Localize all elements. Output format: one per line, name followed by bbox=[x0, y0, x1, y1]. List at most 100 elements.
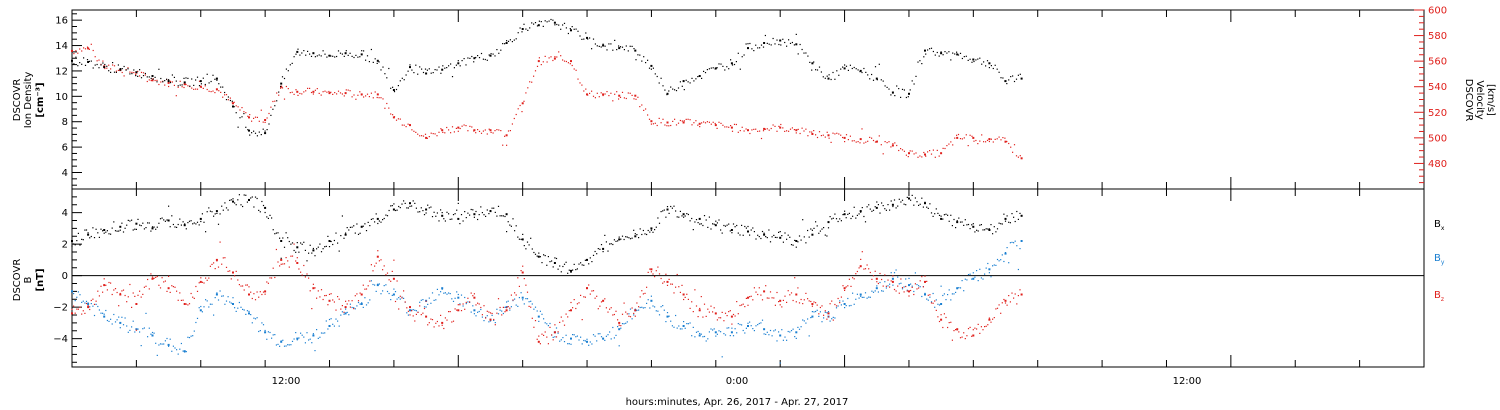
velocity-sample bbox=[733, 123, 736, 125]
by-sample bbox=[300, 332, 302, 334]
bz-sample bbox=[312, 283, 314, 285]
bz-sample bbox=[172, 286, 174, 288]
density-point bbox=[441, 68, 444, 71]
bx-sample bbox=[668, 212, 670, 214]
bz-sample bbox=[905, 285, 907, 288]
by-sample bbox=[261, 322, 263, 324]
by-sample bbox=[792, 328, 794, 330]
velocity-sample bbox=[386, 102, 388, 105]
bx-sample bbox=[858, 213, 860, 215]
bx-sample bbox=[271, 217, 273, 219]
bx-sample bbox=[242, 205, 244, 208]
velocity-point bbox=[183, 83, 186, 86]
velocity-sample bbox=[813, 130, 815, 132]
by-sample bbox=[264, 329, 266, 332]
bx-sample bbox=[82, 239, 84, 241]
velocity-sample bbox=[289, 92, 291, 94]
density-sample bbox=[811, 69, 813, 71]
bx-sample bbox=[164, 220, 166, 222]
by-sample bbox=[581, 343, 583, 345]
bz-sample bbox=[477, 302, 479, 304]
bx-sample bbox=[745, 227, 747, 229]
bx-point bbox=[537, 255, 540, 258]
density-sample bbox=[745, 43, 747, 45]
velocity-sample bbox=[693, 122, 695, 124]
bz-sample bbox=[929, 294, 931, 296]
bz-sample bbox=[224, 257, 226, 259]
velocity-sample bbox=[766, 128, 768, 130]
density-sample bbox=[177, 85, 179, 87]
bz-sample bbox=[349, 306, 351, 308]
bx-sample bbox=[409, 205, 411, 207]
bz-sample bbox=[209, 265, 211, 267]
bz-sample bbox=[205, 277, 207, 279]
density-sample bbox=[110, 71, 112, 73]
bz-sample bbox=[892, 275, 894, 277]
bz-sample bbox=[398, 308, 400, 310]
by-sample bbox=[375, 290, 377, 292]
bz-sample bbox=[81, 313, 83, 315]
bz-sample bbox=[850, 285, 852, 287]
velocity-point bbox=[570, 60, 572, 63]
velocity-point bbox=[1004, 140, 1007, 143]
bz-point bbox=[167, 287, 170, 290]
by-sample bbox=[565, 334, 567, 336]
density-sample bbox=[500, 49, 502, 51]
velocity-sample bbox=[158, 83, 160, 86]
density-sample bbox=[992, 67, 994, 70]
by-sample bbox=[161, 343, 163, 345]
density-point bbox=[167, 80, 170, 83]
velocity-sample bbox=[270, 106, 272, 108]
velocity-sample bbox=[985, 141, 987, 143]
density-sample bbox=[981, 63, 983, 65]
by-point bbox=[908, 284, 910, 287]
bz-sample bbox=[531, 317, 533, 319]
bx-sample bbox=[211, 211, 213, 213]
density-sample bbox=[477, 55, 479, 57]
bx-sample bbox=[977, 230, 979, 232]
bx-sample bbox=[699, 223, 701, 225]
field-panel-frame bbox=[71, 188, 1425, 368]
bx-sample bbox=[739, 234, 741, 236]
bz-sample bbox=[703, 303, 706, 305]
by-sample bbox=[546, 323, 548, 325]
bz-sample bbox=[357, 300, 360, 302]
bz-sample bbox=[971, 335, 973, 337]
velocity-sample bbox=[345, 89, 347, 91]
by-sample bbox=[517, 305, 519, 307]
by-sample bbox=[539, 310, 541, 312]
by-sample bbox=[158, 344, 160, 346]
bx-sample bbox=[374, 221, 376, 223]
bx-sample bbox=[586, 259, 588, 261]
bx-sample bbox=[95, 228, 97, 230]
field-tick-label: −2 bbox=[53, 303, 68, 314]
velocity-sample bbox=[726, 126, 728, 128]
by-sample bbox=[488, 321, 490, 323]
bz-sample bbox=[184, 303, 186, 305]
velocity-sample bbox=[366, 93, 369, 95]
velocity-sample bbox=[79, 48, 81, 50]
velocity-sample bbox=[521, 111, 523, 113]
velocity-sample bbox=[959, 138, 962, 140]
bx-sample bbox=[692, 229, 694, 231]
bz-sample bbox=[246, 284, 248, 286]
velocity-sample bbox=[1013, 144, 1016, 146]
bz-sample bbox=[259, 291, 261, 293]
bx-point bbox=[215, 210, 218, 213]
velocity-sample bbox=[770, 127, 772, 130]
legend-by-main: B bbox=[1434, 253, 1441, 264]
bottom-x-axis-ticks bbox=[135, 189, 1361, 367]
velocity-sample bbox=[121, 71, 123, 74]
density-sample bbox=[451, 76, 454, 78]
by-sample bbox=[97, 305, 99, 308]
by-sample bbox=[979, 268, 981, 270]
by-sample bbox=[631, 318, 633, 320]
by-point bbox=[859, 293, 862, 296]
velocity-sample bbox=[560, 55, 562, 57]
bx-sample bbox=[134, 228, 136, 230]
by-sample bbox=[562, 337, 564, 339]
velocity-sample bbox=[708, 121, 710, 123]
by-sample bbox=[723, 333, 725, 335]
bx-sample bbox=[546, 264, 548, 266]
bz-sample bbox=[76, 308, 78, 310]
